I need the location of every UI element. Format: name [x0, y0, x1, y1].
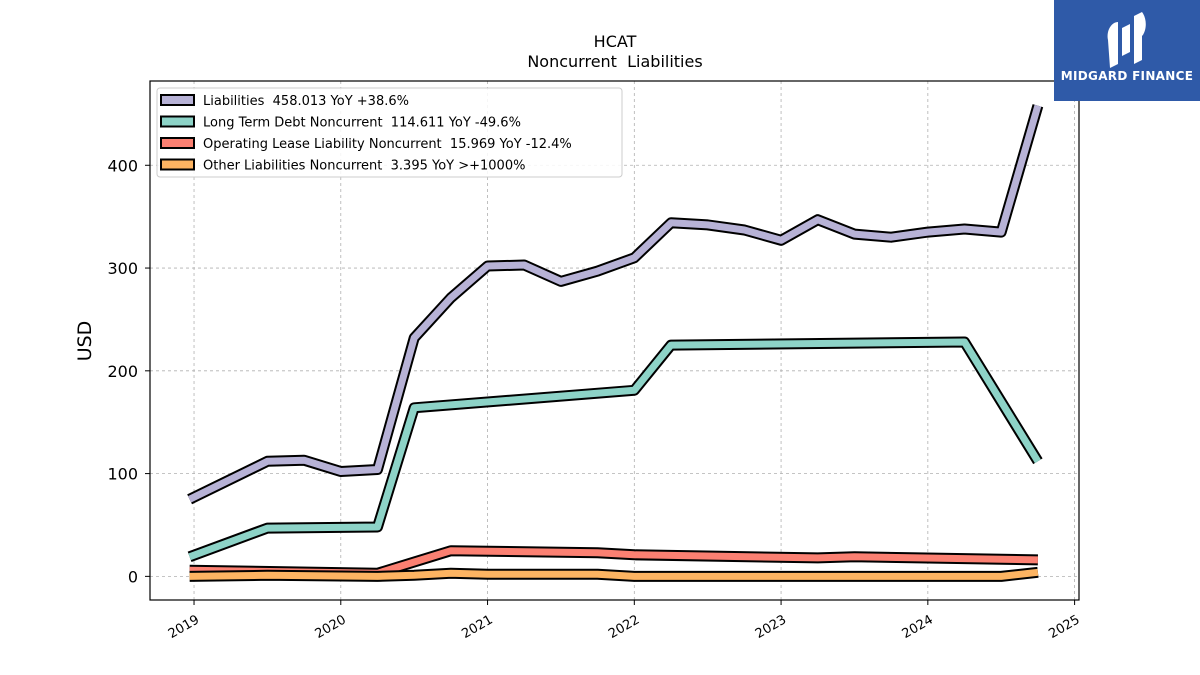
y-tick-label: 200 — [107, 362, 138, 381]
series-liabilities — [187, 104, 1044, 505]
y-tick-label: 400 — [107, 156, 138, 175]
x-tick-label: 2024 — [900, 612, 936, 642]
x-tick-label: 2022 — [606, 612, 642, 642]
x-tick-label: 2020 — [313, 612, 349, 642]
y-tick-label: 0 — [128, 567, 138, 586]
x-tick-label: 2023 — [753, 612, 789, 642]
midgard-finance-logo: MIDGARD FINANCE — [1054, 0, 1200, 101]
legend-entry: Operating Lease Liability Noncurrent 15.… — [203, 137, 572, 152]
x-tick-label: 2025 — [1046, 612, 1082, 642]
series-line — [188, 338, 1041, 561]
legend-entry: Other Liabilities Noncurrent 3.395 YoY >… — [203, 159, 525, 174]
chart-subtitle: Noncurrent Liabilities — [527, 52, 702, 71]
series-line — [189, 547, 1038, 577]
chart-title: HCAT — [594, 32, 637, 51]
series-layer — [187, 104, 1044, 582]
series-long-term-debt-noncurrent — [187, 336, 1043, 562]
logo-mark-icon — [1107, 12, 1146, 68]
x-tick-label: 2021 — [459, 612, 495, 642]
legend-swatch — [160, 158, 195, 171]
legend-frame — [156, 87, 623, 178]
series-operating-lease-liability-noncurrent — [189, 545, 1038, 579]
y-axis-label: USD — [74, 321, 96, 362]
series-other-liabilities-noncurrent — [189, 566, 1039, 582]
legend-swatch — [160, 94, 195, 106]
legend-entry: Liabilities 458.013 YoY +38.6% — [203, 94, 409, 109]
logo-text: MIDGARD FINANCE — [1060, 69, 1194, 83]
series-line — [189, 568, 1039, 580]
legend-swatch — [160, 115, 195, 128]
legend-swatch — [160, 137, 195, 149]
y-tick-label: 100 — [107, 465, 138, 484]
series-line — [188, 104, 1042, 503]
legend-entry: Long Term Debt Noncurrent 114.611 YoY -4… — [203, 116, 521, 131]
legend: Liabilities 458.013 YoY +38.6% Long Term … — [156, 87, 623, 178]
x-tick-label: 2019 — [166, 612, 202, 642]
plot-frame — [149, 80, 1080, 601]
y-tick-label: 300 — [107, 259, 138, 278]
